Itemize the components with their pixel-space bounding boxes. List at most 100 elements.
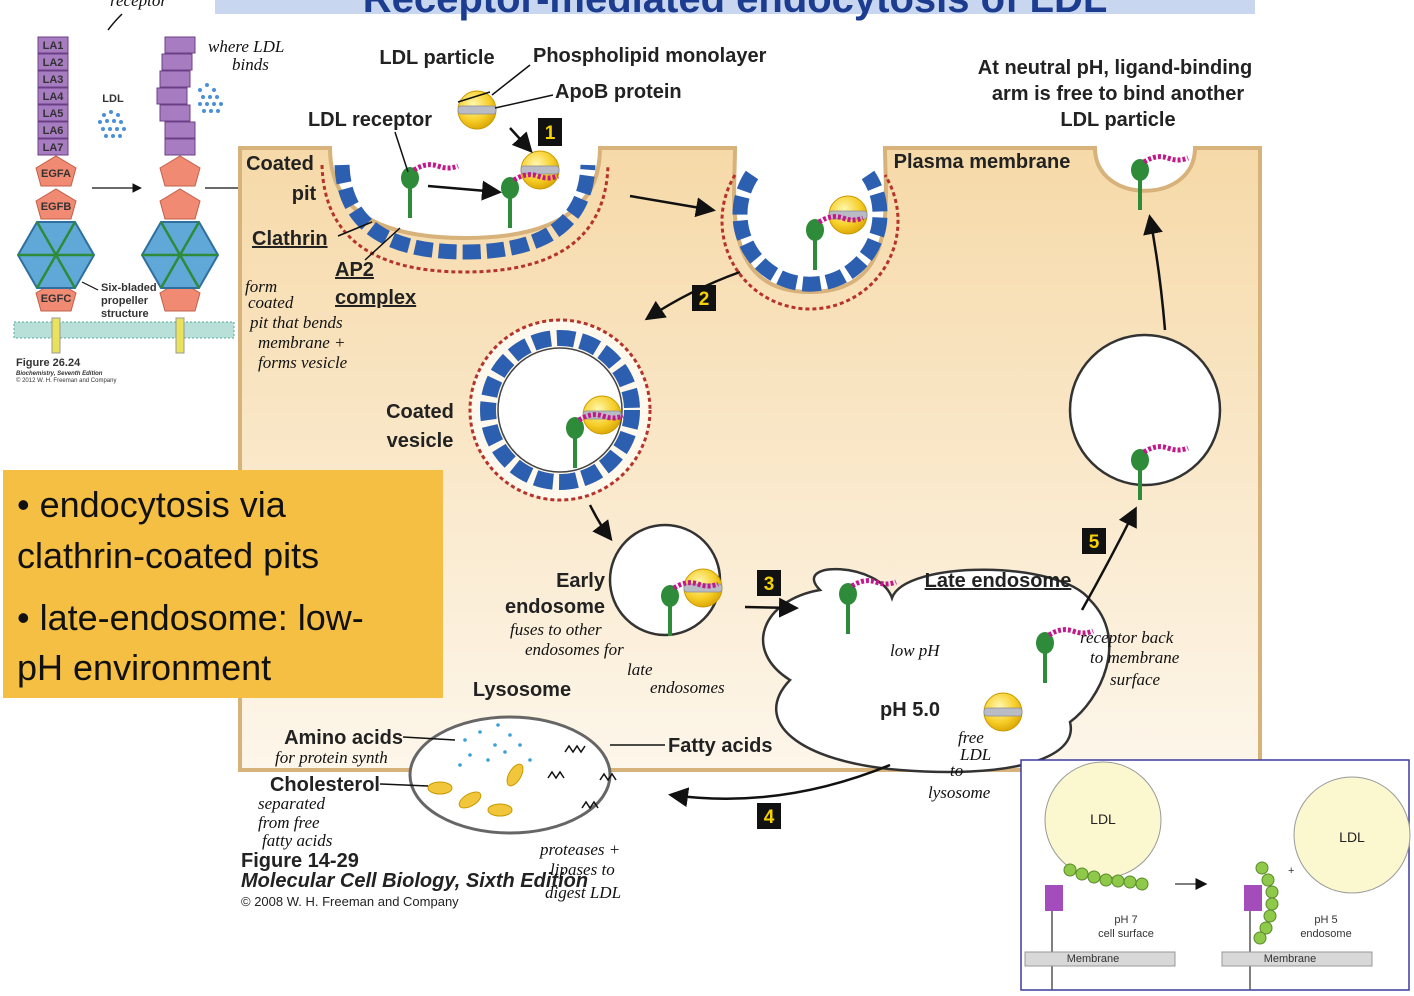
lysosome-contents-part-part [458,791,482,809]
propeller-label: Six-bladed [101,282,157,294]
label: 4 [764,807,775,828]
ph-inset-part-part [1255,861,1269,875]
lysosome-contents-part [458,723,532,767]
ph-inset-part-part [1244,885,1262,911]
label: vesicle [387,430,454,452]
ph-inset-part-part [1087,870,1101,884]
bound-receptor-part-part [212,88,216,92]
ldl-cluster-part [115,127,119,131]
bound-receptor-part-part [156,87,188,105]
compartments-part [761,567,1111,774]
lysosome-contents-part-part [496,723,500,727]
clathrin-coat [320,164,900,311]
label: forms vesicle [258,353,348,372]
label: cell surface [1098,928,1154,940]
label: 3 [764,574,775,595]
label: receptor back [1080,628,1174,647]
coated-vesicle-part [480,330,640,490]
membrane-left-part [51,317,61,354]
label: Cholesterol [270,774,380,796]
propeller-label: structure [101,308,149,320]
bound-receptor-part-part [209,109,213,113]
clathrin-coat-part [334,164,596,260]
label: membrane + [258,333,345,352]
pathway-arrows-part [629,194,716,218]
ldl-particles-part [983,692,1023,732]
label: fuses to other [510,620,602,639]
label: digest LDL [545,883,621,902]
label: form [245,277,277,296]
label: 1 [545,123,556,144]
plus: + [1288,865,1294,877]
label: endosome [505,596,605,618]
receptors-part [401,165,458,218]
step-markers-part [1082,528,1106,554]
label: LA2 [43,57,64,69]
lysosome-contents [427,723,617,817]
bound-receptor-part-part [159,155,201,187]
label: Plasma membrane [894,151,1071,173]
domain-stack-part [37,70,69,88]
bound-receptor-part-part [205,102,209,106]
caption: © 2012 W. H. Freeman and Company [16,377,116,384]
label: proteases + [539,840,620,859]
label: pit [292,183,317,205]
lysosome-contents-part-part [463,738,467,742]
label: Lysosome [473,679,571,701]
bound-receptor-part-part [164,36,196,54]
handwritten-notes: form coated pit that bends membrane + fo… [245,277,1180,902]
label: LA3 [43,74,64,86]
ldl-cluster-part [118,134,122,138]
label: to [950,761,963,780]
ph-inset-part-part [1265,897,1279,911]
step-markers-part [538,118,562,146]
label: LA5 [43,108,64,120]
propeller-label: propeller [101,295,149,307]
ph-inset: + LDL LDL pH 7 cell surface pH 5 endosom… [1020,759,1411,991]
label: endosome [1300,928,1351,940]
bound-receptor-part [198,83,223,113]
label: Clathrin [252,228,328,250]
leader-lines-part [491,64,531,96]
bound-receptor-part-part [212,102,216,106]
label: • late-endosome: low- [17,597,364,638]
ldl-particles-part [520,150,560,190]
labels: LDL particle Phospholipid monolayer ApoB… [241,45,1252,909]
label: ApoB protein [555,81,682,103]
label: endosomes [650,678,725,697]
label: pH 5 [1314,914,1337,926]
ldl-cluster-part [111,134,115,138]
label: coated [248,293,294,312]
label: Fatty acids [668,735,772,757]
label: Coated [246,153,314,175]
domain-stack-part [37,53,69,71]
label: LDL particle [1060,109,1175,131]
label: LA4 [43,91,65,103]
leader-lines-part [457,91,491,103]
label: EGFC [41,293,72,305]
ph-inset-part-part [1221,951,1373,967]
bound-receptor-part-part [164,138,196,156]
bound-receptor [140,36,223,312]
domain-stack [37,36,69,156]
label: LDL [1090,811,1116,827]
label: 2 [699,289,710,310]
bound-receptor-part [156,36,196,156]
ph-inset-part-part [1024,951,1176,967]
label: endosomes for [525,640,624,659]
pathway-arrows-part [668,763,891,808]
pathway-arrows-part [744,597,799,618]
label: EGFA [41,168,71,180]
label: Phospholipid monolayer [533,45,767,67]
clathrin-coat-part [320,164,610,274]
label: pit that bends [249,313,343,332]
handwritten-label: where LDL [208,37,284,56]
ph-inset-part-part [1063,863,1077,877]
ph-inset-part [1293,776,1411,894]
title-band-part [215,0,1255,14]
pathway-arrows-part [1143,214,1167,331]
step-markers: 1 2 3 4 5 [538,118,1106,829]
ph-inset-part-part [1075,867,1089,881]
lysosome-contents-part-part [528,758,532,762]
label: LDL particle [379,47,494,69]
